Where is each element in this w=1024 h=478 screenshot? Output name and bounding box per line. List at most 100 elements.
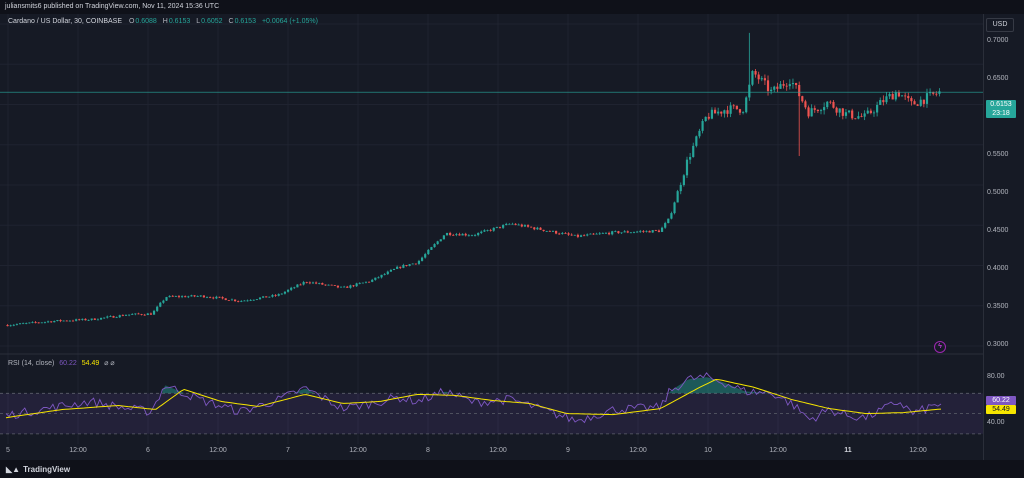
candle-body xyxy=(838,108,841,113)
candle-body xyxy=(237,301,240,302)
candle-body xyxy=(209,297,212,299)
candle-body xyxy=(246,300,249,302)
candle-body xyxy=(682,175,685,185)
candle-body xyxy=(555,230,558,234)
candle-body xyxy=(380,274,383,278)
candle-body xyxy=(502,225,505,228)
candle-body xyxy=(829,101,832,103)
candle-body xyxy=(729,105,732,114)
price-axis[interactable] xyxy=(983,14,1024,460)
candle-body xyxy=(128,314,131,316)
candle-body xyxy=(240,300,243,302)
currency-button[interactable]: USD xyxy=(986,18,1014,32)
candle-body xyxy=(115,317,118,319)
candle-body xyxy=(670,213,673,219)
candle-body xyxy=(561,233,564,234)
candle-body xyxy=(255,299,258,300)
candle-body xyxy=(583,235,586,237)
candle-body xyxy=(364,281,368,283)
candle-body xyxy=(586,234,589,236)
candle-body xyxy=(427,249,430,255)
candle-body xyxy=(642,231,645,233)
time-tick: 12:00 xyxy=(69,447,87,454)
candle-body xyxy=(689,157,692,160)
open-label: O xyxy=(128,18,135,25)
rsi-line xyxy=(5,372,942,424)
candle-body xyxy=(368,281,371,283)
candle-body xyxy=(212,297,215,299)
candle-body xyxy=(445,232,449,236)
candle-body xyxy=(37,322,40,324)
candle-body xyxy=(523,225,527,227)
candle-body xyxy=(539,227,542,230)
price-tick: 0.5500 xyxy=(987,151,1009,158)
candle-body xyxy=(526,225,530,227)
candle-body xyxy=(131,314,134,315)
candle-body xyxy=(505,223,508,226)
candle-body xyxy=(324,284,327,286)
candle-body xyxy=(701,121,704,131)
candle-body xyxy=(763,78,766,81)
candle-body xyxy=(823,107,826,111)
candle-body xyxy=(174,296,177,297)
candle-body xyxy=(149,313,153,315)
candle-body xyxy=(168,295,171,298)
candle-body xyxy=(477,232,480,236)
candle-body xyxy=(68,320,71,322)
candle-body xyxy=(720,111,723,114)
rsi-legend-icons[interactable]: ⌀ ⌀ xyxy=(104,360,115,367)
candle-body xyxy=(389,270,392,272)
candle-body xyxy=(25,323,28,324)
candle-body xyxy=(760,78,763,80)
rsi-ma-value-badge: 54.49 xyxy=(986,405,1016,414)
candle-body xyxy=(919,99,922,106)
candle-body xyxy=(315,282,318,284)
candle-body xyxy=(424,254,427,258)
candle-body xyxy=(904,95,907,97)
chart-canvas[interactable] xyxy=(0,14,983,460)
candle-body xyxy=(71,320,75,322)
candle-body xyxy=(888,94,891,97)
time-tick: 11 xyxy=(844,447,852,454)
candle-body xyxy=(333,285,336,286)
low-label: L xyxy=(196,18,201,25)
candle-body xyxy=(723,110,726,114)
price-tick: 0.4000 xyxy=(987,265,1009,272)
price-tick: 0.4500 xyxy=(987,227,1009,234)
time-tick: 12:00 xyxy=(209,447,227,454)
candle-body xyxy=(726,110,729,114)
candle-body xyxy=(118,315,121,318)
candle-body xyxy=(124,315,128,317)
candle-body xyxy=(851,110,854,119)
candle-body xyxy=(330,284,333,286)
price-tick: 0.3000 xyxy=(987,341,1009,348)
candle-body xyxy=(436,241,439,245)
candle-body xyxy=(620,232,623,234)
symbol-title[interactable]: Cardano / US Dollar, 30, COINBASE xyxy=(8,18,122,25)
candle-body xyxy=(336,285,340,288)
candle-body xyxy=(22,323,25,325)
candle-body xyxy=(442,235,445,240)
time-tick: 7 xyxy=(286,447,290,454)
tradingview-brand: TradingView xyxy=(23,465,71,474)
candle-body xyxy=(732,105,735,107)
candle-body xyxy=(420,257,424,261)
time-tick: 5 xyxy=(6,447,10,454)
candle-body xyxy=(280,293,283,295)
candle-body xyxy=(595,233,598,235)
candle-body xyxy=(536,227,539,230)
candle-body xyxy=(6,325,9,327)
candle-body xyxy=(679,184,682,192)
candle-body xyxy=(564,233,567,234)
candle-body xyxy=(617,231,620,234)
tradingview-logo[interactable]: ◣▲ TradingView xyxy=(6,465,70,474)
candle-body xyxy=(773,86,776,90)
candle-body xyxy=(545,230,548,232)
candle-body xyxy=(358,283,361,284)
candle-body xyxy=(343,286,346,288)
candle-body xyxy=(938,91,941,94)
tradingview-logo-icon: ◣▲ xyxy=(6,465,21,474)
lightning-icon[interactable]: ϟ xyxy=(934,341,946,353)
rsi-title[interactable]: RSI (14, close) xyxy=(8,360,55,367)
candle-body xyxy=(879,100,882,105)
